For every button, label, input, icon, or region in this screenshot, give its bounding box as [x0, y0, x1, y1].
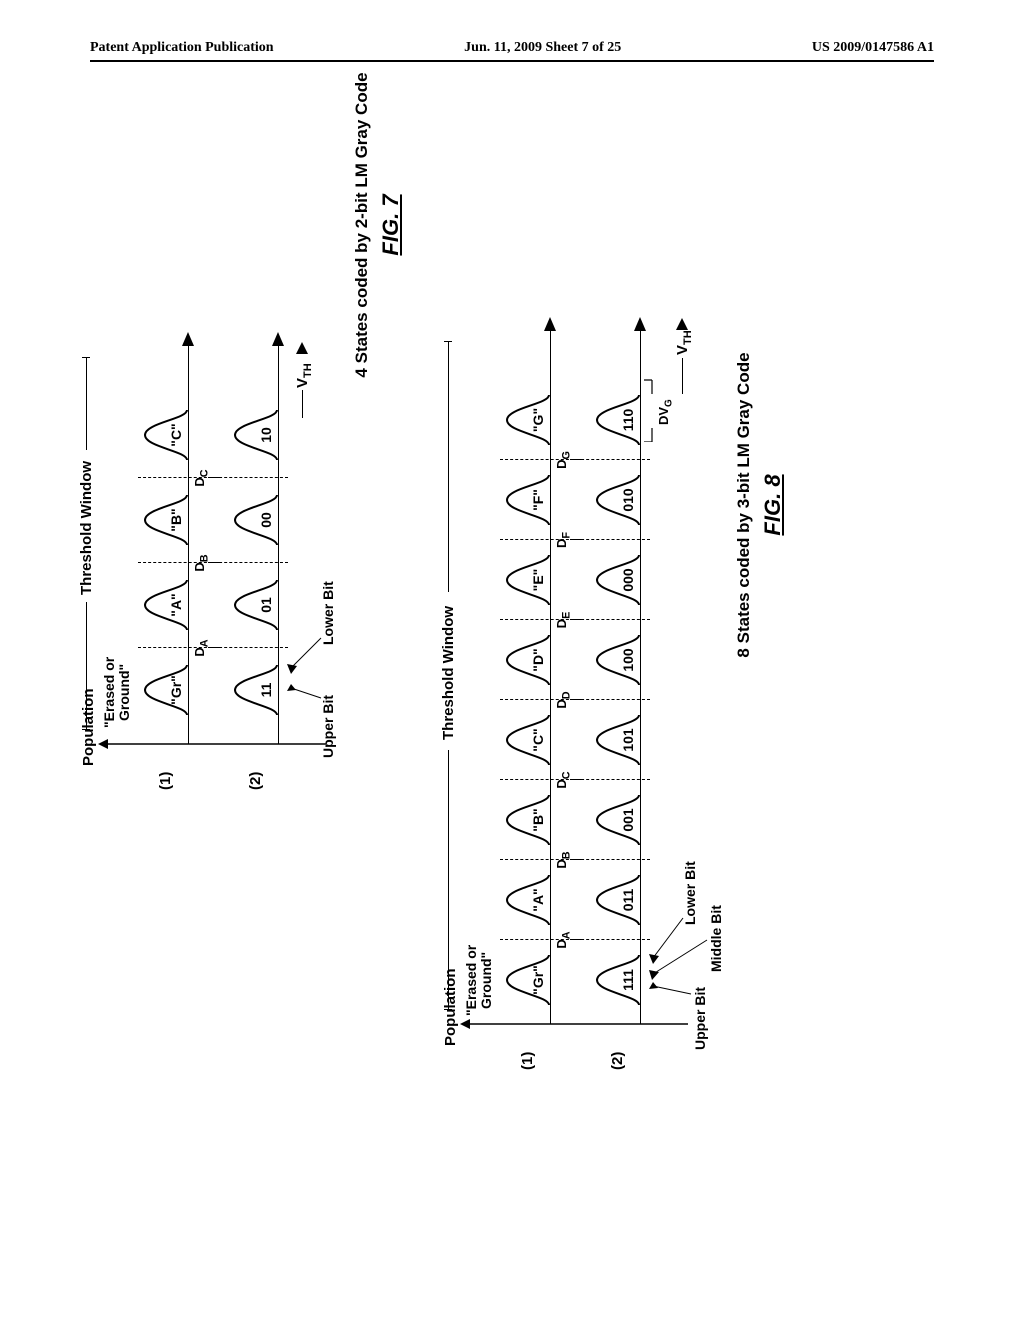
figure-8: Population Threshold Window "Erased or G… — [464, 0, 804, 1030]
fig8-demarc-label-0: DA — [554, 931, 573, 948]
fig7-tw-tick-right — [82, 357, 90, 358]
fig7-demarc-label-1: DB — [192, 554, 211, 571]
fig8-demarc-label-2: DC — [554, 771, 573, 788]
fig8-code-2: 001 — [620, 808, 636, 831]
page: Patent Application Publication Jun. 11, … — [0, 0, 1024, 1320]
fig8-demarc-label-4: DE — [554, 612, 573, 629]
fig7-threshold-window-label: Threshold Window — [78, 461, 95, 595]
fig7-vth-line — [302, 390, 303, 418]
fig8-caption: 8 States coded by 3-bit LM Gray Code FIG… — [734, 145, 786, 865]
fig8-demarc-tick-5 — [570, 539, 584, 540]
fig7-state-label-0: "Gr" — [168, 675, 184, 705]
fig8-demarc-label-6: DG — [554, 451, 573, 469]
fig7-row1-axis — [188, 344, 189, 744]
fig8-row1-arrow — [544, 317, 556, 331]
fig8-threshold-window-label: Threshold Window — [440, 606, 457, 740]
fig7-code-2: 00 — [258, 512, 274, 528]
fig8-state-label-2: "B" — [530, 808, 546, 831]
fig7-state-label-3: "C" — [168, 423, 184, 446]
fig7-caption: 4 States coded by 2-bit LM Gray Code FIG… — [352, 15, 404, 435]
fig8-vth-label: VTH — [674, 330, 694, 355]
fig8-erased-label: "Erased or Ground" — [464, 945, 495, 1016]
fig8-row1-axis — [550, 329, 551, 1024]
fig7-upper-bit-label: Upper Bit — [320, 695, 336, 758]
fig7-demarc-tick-1 — [208, 562, 222, 563]
fig8-demarc-tick-2 — [570, 779, 584, 780]
fig8-code-3: 101 — [620, 728, 636, 751]
fig8-row2-label: (2) — [609, 1052, 626, 1070]
fig7-y-axis-arrow — [98, 738, 328, 750]
fig8-state-label-4: "D" — [530, 648, 546, 671]
fig8-state-label-3: "C" — [530, 728, 546, 751]
fig7-code-0: 11 — [258, 683, 274, 698]
fig8-state-label-6: "F" — [530, 489, 546, 511]
fig7-state-label-2: "B" — [168, 508, 184, 531]
fig8-demarc-tick-6 — [570, 459, 584, 460]
fig7-vth-label: VTH — [294, 363, 314, 388]
fig8-dvg-label: DVG — [656, 399, 675, 425]
fig8-upper-bit-label: Upper Bit — [692, 987, 708, 1050]
fig8-row2-arrow — [634, 317, 646, 331]
fig7-vth-arrow — [296, 342, 308, 354]
fig8-state-label-0: "Gr" — [530, 965, 546, 995]
fig8-demarc-tick-0 — [570, 939, 584, 940]
fig8-demarc-tick-4 — [570, 619, 584, 620]
fig8-title: FIG. 8 — [760, 145, 786, 865]
fig7-y-label: Population — [80, 689, 97, 767]
fig8-demarc-tick-1 — [570, 859, 584, 860]
fig8-code-5: 000 — [620, 568, 636, 591]
fig8-y-label: Population — [442, 969, 459, 1047]
figure-7: Population Threshold Window "Erased or G… — [102, 0, 402, 750]
fig7-tw-line-left — [86, 602, 87, 730]
fig7-row2-axis — [278, 344, 279, 744]
fig7-upperbit-leader — [287, 676, 323, 700]
fig7-lowerbit-leader — [287, 634, 323, 674]
fig7-erased-label: "Erased or Ground" — [102, 657, 133, 728]
fig8-code-0: 111 — [620, 969, 636, 991]
fig8-code-6: 010 — [620, 488, 636, 511]
fig7-caption-text: 4 States coded by 2-bit LM Gray Code — [352, 72, 371, 377]
fig8-row1-label: (1) — [519, 1052, 536, 1070]
fig8-state-label-1: "A" — [530, 888, 546, 911]
fig8-tw-tick-left — [444, 1009, 452, 1010]
fig8-lowerbit-leader — [649, 914, 685, 964]
fig8-demarc-label-3: DD — [554, 691, 573, 708]
figure-area: Population Threshold Window "Erased or G… — [112, 0, 912, 1050]
fig7-code-3: 10 — [258, 427, 274, 443]
fig8-vth-line — [682, 358, 683, 394]
fig7-row2-label: (2) — [247, 772, 264, 790]
fig8-demarc-tick-3 — [570, 699, 584, 700]
fig8-vth-arrow — [676, 318, 688, 330]
fig8-y-axis-arrow — [460, 1018, 690, 1030]
fig7-row1-label: (1) — [157, 772, 174, 790]
fig7-title: FIG. 7 — [378, 15, 404, 435]
fig8-tw-line-right — [448, 342, 449, 592]
fig8-caption-text: 8 States coded by 3-bit LM Gray Code — [734, 352, 753, 657]
fig7-demarc-tick-0 — [208, 647, 222, 648]
fig8-demarc-label-5: DF — [554, 532, 573, 548]
fig7-state-label-1: "A" — [168, 593, 184, 616]
fig7-tw-tick-left — [82, 729, 90, 730]
fig8-row2-axis — [640, 329, 641, 1024]
fig8-middle-bit-label: Middle Bit — [708, 905, 724, 972]
fig8-state-label-5: "E" — [530, 569, 546, 592]
fig8-state-label-7: "G" — [530, 408, 546, 432]
fig7-row1-arrow — [182, 332, 194, 346]
fig8-code-7: 110 — [620, 409, 636, 432]
fig8-dvg-bracket — [644, 378, 658, 442]
fig8-demarc-label-1: DB — [554, 851, 573, 868]
fig8-tw-line-left — [448, 750, 449, 1010]
fig7-tw-line-right — [86, 358, 87, 450]
fig8-tw-tick-right — [444, 341, 452, 342]
fig7-demarc-label-2: DC — [192, 469, 211, 486]
fig7-demarc-label-0: DA — [192, 639, 211, 656]
fig7-demarc-tick-2 — [208, 477, 222, 478]
fig8-code-1: 011 — [620, 889, 636, 912]
fig7-code-1: 01 — [258, 597, 274, 613]
fig8-code-4: 100 — [620, 648, 636, 671]
fig7-row2-arrow — [272, 332, 284, 346]
